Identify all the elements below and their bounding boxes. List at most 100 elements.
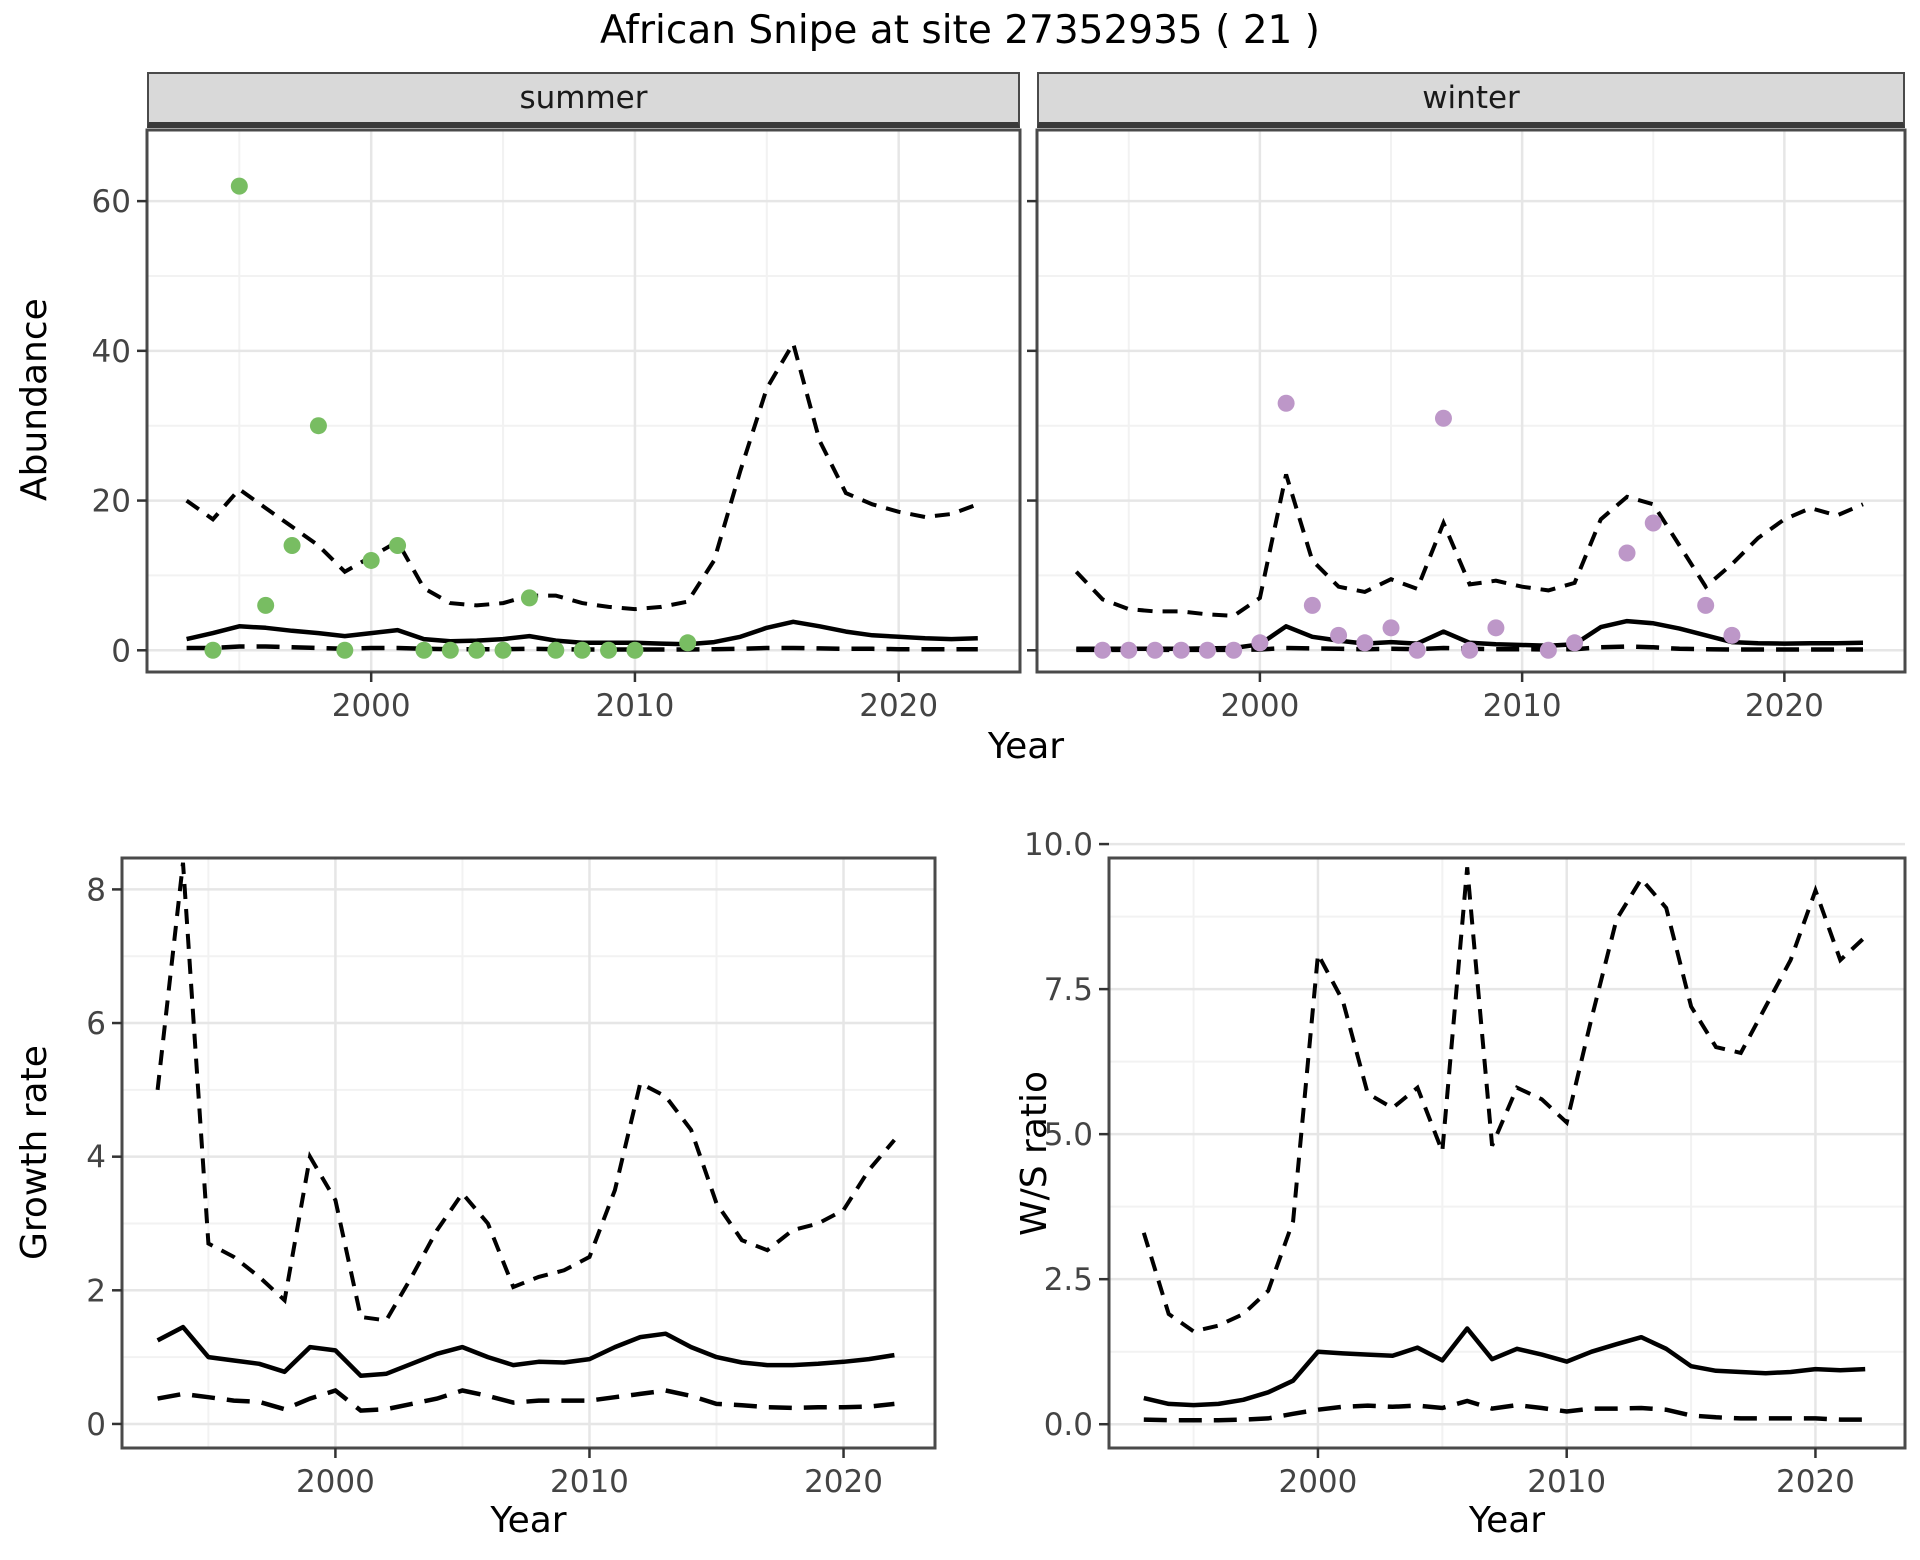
lower-ci-line-growth-rate [157, 1387, 895, 1413]
svg-text:7.5: 7.5 [1044, 972, 1093, 1008]
panel-border-growth-rate [120, 856, 937, 1450]
mean-line-growth-rate [156, 1324, 895, 1379]
axis-ticks-growth-rate [112, 888, 845, 1458]
data-point [1172, 641, 1190, 659]
svg-text:2020: 2020 [1776, 1464, 1855, 1500]
data-point [283, 536, 301, 554]
data-point [520, 589, 538, 607]
axis-tick-labels-abundance-summer: 2000 2010 2020 0 20 40 60 [92, 184, 939, 724]
svg-text:20: 20 [92, 484, 131, 520]
panel-abundance-winter: 2000 2010 2020 [1027, 128, 1907, 724]
data-point [547, 641, 565, 659]
data-point [1408, 641, 1426, 659]
axis-ticks-abundance-winter [1027, 199, 1786, 682]
svg-text:2.5: 2.5 [1044, 1262, 1093, 1298]
facet-strip-winter-label: winter [1422, 80, 1520, 116]
data-point [1644, 514, 1662, 532]
data-point [1303, 596, 1321, 614]
gridlines-major-ws-ratio [1109, 842, 1905, 1448]
data-point [230, 177, 248, 195]
data-point [415, 641, 433, 659]
data-point [389, 536, 407, 554]
lower-ci-line-ws-ratio [1143, 1398, 1866, 1423]
svg-text:5.0: 5.0 [1044, 1117, 1093, 1153]
svg-text:0.0: 0.0 [1044, 1407, 1093, 1443]
data-point [1487, 619, 1505, 637]
gridlines-major-abundance-summer [147, 130, 1020, 672]
data-point [204, 641, 222, 659]
svg-text:6: 6 [86, 1006, 106, 1042]
svg-text:60: 60 [92, 184, 131, 220]
data-point [573, 641, 591, 659]
data-point [1120, 641, 1138, 659]
svg-text:2: 2 [86, 1273, 106, 1309]
svg-text:2000: 2000 [1220, 688, 1299, 724]
data-point [1566, 634, 1584, 652]
data-point [1382, 619, 1400, 637]
axis-tick-labels-growth-rate: 2000 2010 2020 0 2 4 6 8 [86, 872, 883, 1500]
data-point [1251, 634, 1269, 652]
svg-text:8: 8 [86, 872, 106, 908]
x-axis-label-year-top: Year [987, 726, 1065, 767]
svg-text:2020: 2020 [1745, 688, 1824, 724]
svg-text:4: 4 [86, 1140, 106, 1176]
data-point [679, 634, 697, 652]
svg-text:2010: 2010 [550, 1464, 629, 1500]
panel-border-abundance-summer [145, 128, 1022, 674]
data-point [1461, 641, 1479, 659]
svg-text:2020: 2020 [859, 688, 938, 724]
mean-line-ws-ratio [1143, 1326, 1866, 1408]
svg-text:10.0: 10.0 [1024, 827, 1093, 863]
data-points-abundance-summer [204, 177, 697, 659]
panel-border-abundance-winter [1035, 128, 1907, 674]
svg-text:2010: 2010 [1483, 688, 1562, 724]
gridlines-minor-growth-rate [122, 858, 935, 1448]
data-point [1697, 596, 1715, 614]
upper-ci-line-abundance-winter [1074, 473, 1864, 618]
panel-border-ws-ratio [1107, 856, 1907, 1450]
svg-text:2000: 2000 [332, 688, 411, 724]
axis-ticks-ws-ratio [1099, 842, 1817, 1458]
upper-ci-line-abundance-summer [185, 338, 979, 612]
data-point [1277, 394, 1295, 412]
y-axis-label-growth-rate: Growth rate [14, 1045, 55, 1261]
data-point [309, 417, 327, 435]
data-point [600, 641, 618, 659]
axis-tick-labels-abundance-winter: 2000 2010 2020 [1220, 688, 1823, 724]
axis-ticks-abundance-summer [137, 199, 900, 682]
panel-growth-rate: 2000 2010 2020 0 2 4 6 8 [86, 856, 937, 1500]
svg-text:0: 0 [86, 1407, 106, 1443]
data-point [1356, 634, 1374, 652]
x-axis-label-year-ws: Year [1468, 1500, 1546, 1541]
y-axis-label-ws-ratio: W/S ratio [1014, 1070, 1055, 1236]
facet-strip-winter: winter [1037, 72, 1905, 128]
data-point [257, 596, 275, 614]
data-points-abundance-winter [1094, 394, 1741, 659]
svg-text:2010: 2010 [1527, 1464, 1606, 1500]
data-point [1198, 641, 1216, 659]
data-point [1146, 641, 1164, 659]
data-point [1330, 626, 1348, 644]
facet-strip-summer-label: summer [519, 80, 648, 116]
data-point [1225, 641, 1243, 659]
data-point [468, 641, 486, 659]
panel-ws-ratio: 2000 2010 2020 0.0 2.5 5.0 7.5 10.0 [1024, 827, 1907, 1500]
upper-ci-line-growth-rate [155, 862, 896, 1323]
svg-text:2000: 2000 [296, 1464, 375, 1500]
svg-text:0: 0 [111, 633, 131, 669]
data-point [494, 641, 512, 659]
data-point [626, 641, 644, 659]
svg-text:2010: 2010 [595, 688, 674, 724]
data-point [336, 641, 354, 659]
data-point [362, 551, 380, 569]
data-point [1539, 641, 1557, 659]
svg-text:2020: 2020 [804, 1464, 883, 1500]
gridlines-minor-abundance-summer [147, 130, 1020, 672]
facet-strip-summer: summer [147, 72, 1020, 128]
x-axis-label-year-growth: Year [490, 1500, 567, 1541]
gridlines-major-growth-rate [122, 858, 935, 1448]
axis-tick-labels-ws-ratio: 2000 2010 2020 0.0 2.5 5.0 7.5 10.0 [1024, 827, 1855, 1500]
plot-title: African Snipe at site 27352935 ( 21 ) [600, 8, 1320, 53]
svg-text:40: 40 [92, 334, 131, 370]
